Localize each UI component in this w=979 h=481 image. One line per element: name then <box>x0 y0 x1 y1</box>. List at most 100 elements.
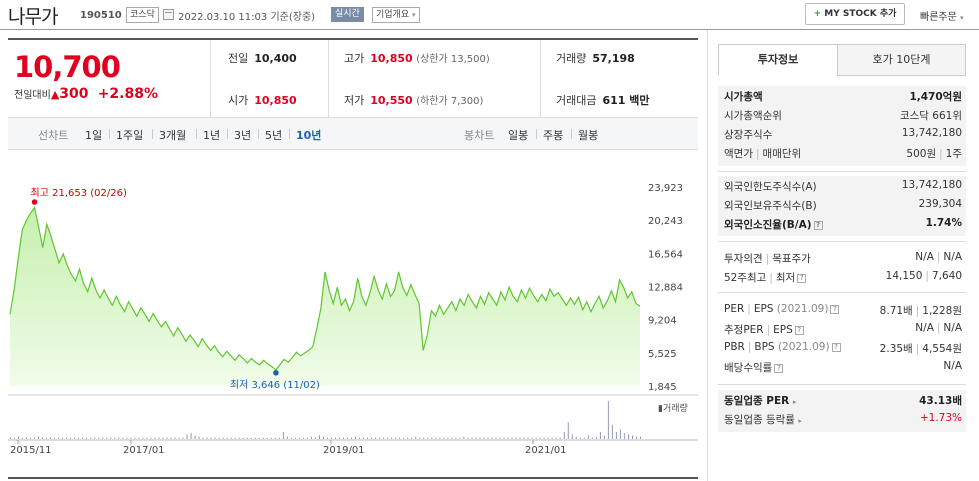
stock-name: 나무가 <box>8 6 58 28</box>
volume-bar <box>367 437 368 439</box>
volume-bar <box>543 437 545 439</box>
volume-bar <box>423 437 425 439</box>
volume-bar <box>162 437 164 439</box>
volume-bar <box>190 433 192 439</box>
x-tick-label: 2021/01 <box>525 445 567 455</box>
high-price: 고가 10,850 (상한가 13,500) <box>344 52 490 65</box>
volume-bar <box>294 437 296 439</box>
volume-bar <box>447 437 449 439</box>
volume-bar <box>495 437 497 439</box>
add-mystock-button[interactable]: + MY STOCK 추가 <box>805 3 905 25</box>
quote-datetime: 2022.03.10 11:03 기준(장중) <box>178 12 316 23</box>
volume-bar <box>403 437 405 439</box>
volume-bar <box>178 437 180 439</box>
high-label: 최고 21,653 (02/26) <box>31 187 127 199</box>
low-label: 최저 3,646 (11/02) <box>230 379 320 391</box>
volume-bar <box>262 437 264 439</box>
volume-bar <box>595 436 597 439</box>
volume-bar <box>579 437 581 439</box>
help-icon[interactable]: ? <box>774 363 784 373</box>
up-arrow-icon: ▲ <box>50 88 60 101</box>
market-badge: 코스닥 <box>126 7 159 23</box>
quick-order-link[interactable]: 빠른주문 ▾ <box>920 12 964 23</box>
help-icon[interactable]: ? <box>831 342 841 352</box>
volume-bar <box>86 437 88 439</box>
volume-bar <box>527 437 529 439</box>
volume-bar <box>603 435 605 439</box>
volume-bar <box>531 437 533 439</box>
volume-bar <box>186 434 188 440</box>
tab-monthly[interactable]: 월봉 <box>578 129 599 142</box>
price-change: 전일대비▲300 +2.88% <box>14 86 159 102</box>
volume-bar <box>230 437 232 439</box>
realtime-badge[interactable]: 실시간 <box>331 7 364 22</box>
volume-bar <box>282 431 284 439</box>
volume-bar <box>315 437 316 439</box>
tab-10y[interactable]: 10년 <box>296 129 322 142</box>
volume-bar <box>567 422 569 439</box>
volume-bar <box>14 437 15 439</box>
volume-bar <box>130 437 132 439</box>
tab-orderbook[interactable]: 호가 10단계 <box>837 44 966 76</box>
volume-bar <box>347 437 348 439</box>
volume-bar <box>343 437 344 439</box>
tab-1y[interactable]: 1년 <box>203 129 221 142</box>
volume-bar <box>547 437 549 439</box>
volume-bar <box>74 437 76 439</box>
volume-bar <box>198 436 200 439</box>
volume-bar <box>70 437 72 439</box>
volume-bar <box>331 437 332 439</box>
y-tick-label: 9,204 <box>648 316 677 327</box>
foreign-block: 외국인한도주식수(A) 13,742,180 외국인보유주식수(B) 239,304… <box>718 176 966 236</box>
x-tick-label: 2019/01 <box>323 445 365 455</box>
volume-bar <box>619 429 621 439</box>
volume-bar <box>383 437 385 439</box>
volume-bar <box>487 437 489 439</box>
volume-bar <box>615 431 617 439</box>
volume-bar <box>591 437 593 439</box>
volume-bar <box>222 437 224 439</box>
tab-3y[interactable]: 3년 <box>234 129 252 142</box>
volume-bar <box>636 436 637 439</box>
price-chart[interactable]: 23,923 20,243 16,564 12,884 9,204 5,525 1,845 최… <box>8 150 698 455</box>
volume-bar <box>82 437 84 439</box>
volume-bar <box>611 424 613 440</box>
tab-1w[interactable]: 1주일 <box>116 129 144 142</box>
volume-bar <box>54 437 55 439</box>
volume-bar <box>479 437 481 439</box>
tab-weekly[interactable]: 주봉 <box>543 129 564 142</box>
help-icon[interactable]: ? <box>830 304 840 314</box>
stock-header: 나무가 190510 코스닥 2022.03.10 11:03 기준(장중) 실… <box>0 0 979 30</box>
volume-bar <box>106 437 108 439</box>
volume-bar <box>327 437 328 439</box>
volume-bar <box>375 437 377 439</box>
volume-bar <box>202 437 204 439</box>
stock-code: 190510 <box>80 10 122 21</box>
tab-5y[interactable]: 5년 <box>265 129 283 142</box>
volume-bar <box>339 437 340 439</box>
tab-investment-info[interactable]: 투자정보 <box>718 44 838 76</box>
volume-bar <box>507 437 509 439</box>
volume-bar <box>206 437 208 439</box>
volume-bar <box>551 437 553 439</box>
tab-3m[interactable]: 3개월 <box>159 129 187 142</box>
volume-bar <box>419 437 421 439</box>
company-info-dropdown[interactable]: 기업개요 ▾ <box>372 7 420 23</box>
help-icon[interactable]: ? <box>794 325 804 335</box>
volume-bar <box>286 436 288 439</box>
volume-bar <box>632 435 633 439</box>
tab-daily[interactable]: 일봉 <box>508 129 529 142</box>
tab-1d[interactable]: 1일 <box>85 129 103 142</box>
volume-bar <box>270 437 272 439</box>
volume-bar <box>134 437 136 439</box>
volume-bar <box>258 437 260 439</box>
volume-bar <box>58 437 60 439</box>
low-marker <box>273 369 279 376</box>
help-icon[interactable]: ? <box>797 273 807 283</box>
volume-bar <box>226 437 228 439</box>
help-icon[interactable]: ? <box>813 220 823 230</box>
volume-bar <box>519 437 521 439</box>
volume-label: ▮거래량 <box>658 402 688 414</box>
open-price: 시가 10,850 <box>228 94 297 107</box>
volume-bar <box>182 437 184 439</box>
